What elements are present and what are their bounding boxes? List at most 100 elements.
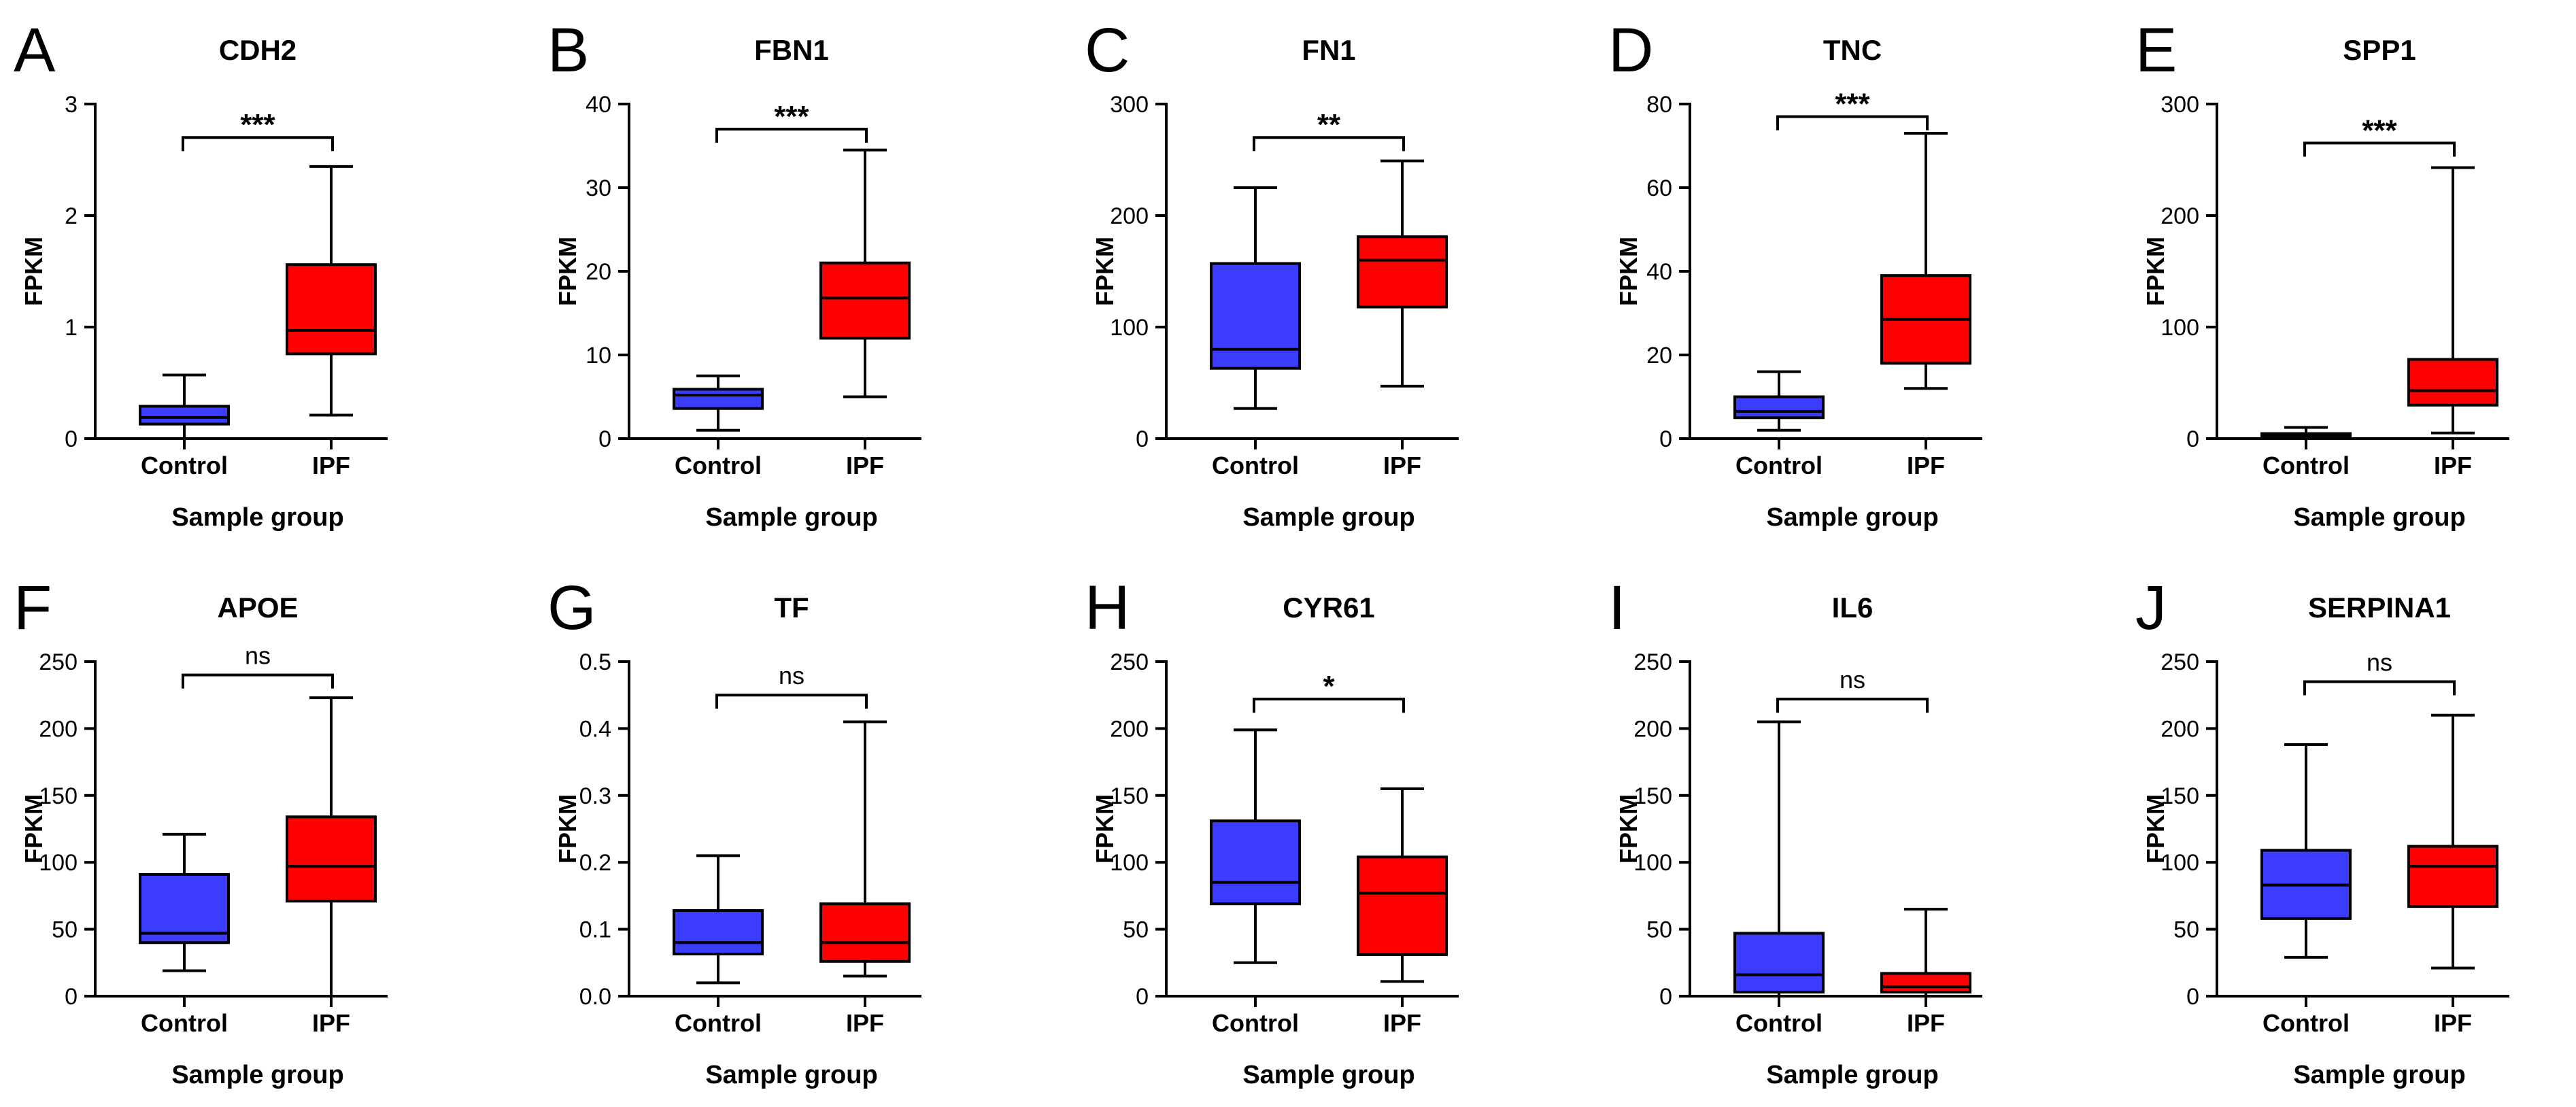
chart-title: TF <box>774 592 809 624</box>
x-tick-label: Control <box>675 1009 762 1037</box>
y-tick-label: 100 <box>1110 850 1149 876</box>
y-tick-label: 200 <box>1110 203 1149 229</box>
y-axis-label: FPKM <box>1091 794 1119 864</box>
box-ipf <box>2407 166 2498 435</box>
panel-label: G <box>547 573 596 643</box>
y-axis-label: FPKM <box>554 237 581 306</box>
y-axis-label: FPKM <box>2141 237 2169 306</box>
x-axis-label: Sample group <box>1242 1061 1414 1089</box>
iqr-box <box>1357 235 1448 309</box>
iqr-box <box>1357 855 1448 956</box>
significance-bracket <box>1776 698 1929 713</box>
significance-label: *** <box>240 108 275 141</box>
chart-title: IL6 <box>1832 592 1874 624</box>
significance-label: ns <box>779 662 804 689</box>
iqr-box <box>2407 358 2498 407</box>
box-ipf <box>286 165 377 417</box>
significance-label: ns <box>245 642 271 670</box>
y-tick-label: 150 <box>2160 783 2199 809</box>
y-tick-label: 0 <box>1659 984 1672 1010</box>
panel-f: F APOE 0 50 100 150 200 250 FPKM Control IPF Sample… <box>14 573 388 1089</box>
x-tick-label: Control <box>2263 452 2350 479</box>
significance-bracket <box>2303 680 2456 696</box>
panel-c: C FN1 0 100 200 300 FPKM Control IPF Sample group… <box>1085 16 1459 532</box>
panel-label: F <box>14 573 52 643</box>
x-tick-label: IPF <box>846 452 884 479</box>
y-axis-label: FPKM <box>20 794 48 864</box>
significance-bracket <box>2303 141 2456 157</box>
x-axis-label: Sample group <box>705 1061 877 1089</box>
iqr-box <box>139 405 230 426</box>
iqr-box <box>286 263 377 356</box>
y-tick-label: 150 <box>39 783 78 809</box>
significance-label: *** <box>2362 114 2397 147</box>
significance-label: * <box>1323 670 1335 703</box>
box-ipf <box>2407 713 2498 970</box>
y-tick-label: 50 <box>2173 917 2199 943</box>
box-ipf <box>286 696 377 998</box>
panel-i: I IL6 0 50 100 150 200 250 FPKM Control IPF Sample … <box>1608 573 1982 1089</box>
y-tick-label: 3 <box>65 92 78 118</box>
panel-label: B <box>547 16 589 85</box>
box-control <box>1733 370 1825 432</box>
panel-label: I <box>1608 573 1626 643</box>
y-axis-label: FPKM <box>1614 237 1642 306</box>
panel-d: D TNC 0 20 40 60 80 FPKM Control IPF Sample group *… <box>1608 16 1982 532</box>
panel-label: H <box>1085 573 1130 643</box>
x-tick-label: IPF <box>312 1009 350 1037</box>
y-tick-label: 0.3 <box>579 783 611 809</box>
y-tick-label: 100 <box>39 850 78 876</box>
y-tick-label: 0.1 <box>579 917 611 943</box>
significance-bracket <box>182 136 334 152</box>
box-ipf <box>1357 787 1448 983</box>
significance-label: ns <box>1840 666 1865 694</box>
y-axis-label: FPKM <box>554 794 581 864</box>
x-tick-label: Control <box>1212 452 1299 479</box>
box-control <box>1733 720 1825 998</box>
y-tick-label: 0 <box>1136 426 1149 452</box>
panel-j: J SERPINA1 0 50 100 150 200 250 FPKM Control IPF Sa… <box>2135 573 2509 1089</box>
panel-label: E <box>2135 16 2177 85</box>
panel-e: E SPP1 0 100 200 300 FPKM Control IPF Sample grou… <box>2135 16 2509 532</box>
iqr-box <box>2407 845 2498 908</box>
chart-title: APOE <box>217 592 298 624</box>
y-tick-label: 2 <box>65 203 78 229</box>
y-tick-label: 300 <box>2160 92 2199 118</box>
box-control <box>673 374 764 432</box>
y-tick-label: 50 <box>1123 917 1149 943</box>
chart-title: CDH2 <box>219 34 296 66</box>
significance-bracket <box>1253 698 1405 713</box>
y-tick-label: 200 <box>39 716 78 742</box>
y-tick-label: 100 <box>2160 315 2199 341</box>
y-tick-label: 250 <box>1633 649 1672 675</box>
significance-bracket <box>1253 136 1405 152</box>
y-tick-label: 250 <box>2160 649 2199 675</box>
y-tick-label: 0.2 <box>579 850 611 876</box>
box-control <box>1210 728 1301 964</box>
y-tick-label: 80 <box>1646 92 1672 118</box>
y-tick-label: 0.0 <box>579 984 611 1010</box>
y-tick-label: 0 <box>598 426 611 452</box>
x-tick-label: Control <box>1735 1009 1823 1037</box>
box-ipf <box>819 148 911 398</box>
y-tick-label: 200 <box>1110 716 1149 742</box>
x-axis-label: Sample group <box>705 503 877 532</box>
y-tick-label: 150 <box>1633 783 1672 809</box>
significance-label: ns <box>2367 649 2392 677</box>
iqr-box <box>1880 972 1971 994</box>
y-tick-label: 100 <box>2160 850 2199 876</box>
box-ipf <box>1880 908 1971 998</box>
y-tick-label: 200 <box>2160 716 2199 742</box>
y-tick-label: 100 <box>1633 850 1672 876</box>
x-tick-label: IPF <box>1907 452 1945 479</box>
iqr-box <box>1210 819 1301 906</box>
significance-label: *** <box>774 100 809 133</box>
x-tick-label: Control <box>141 452 228 479</box>
iqr-box <box>673 909 764 956</box>
y-tick-label: 300 <box>1110 92 1149 118</box>
chart-title: SERPINA1 <box>2308 592 2451 624</box>
y-axis-label: FPKM <box>2141 794 2169 864</box>
box-control <box>139 832 230 972</box>
